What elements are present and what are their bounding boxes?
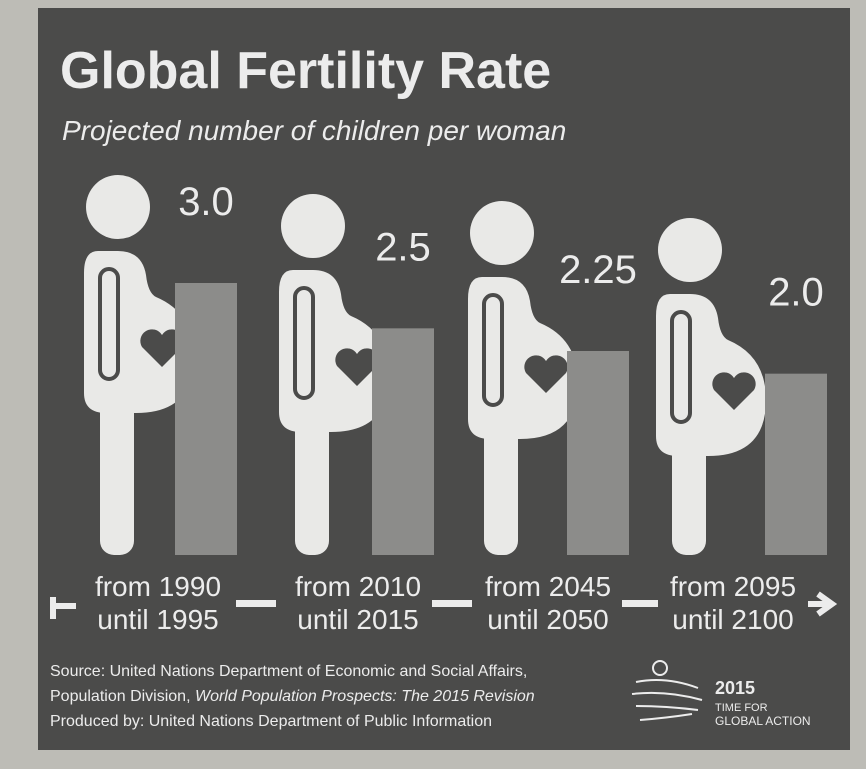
bar — [372, 328, 434, 555]
figure-head — [86, 175, 150, 239]
bar — [567, 351, 629, 555]
timeline-dash — [50, 603, 76, 609]
value-label: 3.0 — [178, 180, 234, 224]
figure-head — [658, 218, 722, 282]
timeline-dash — [432, 600, 472, 607]
x-tick-label: from 2010 — [295, 571, 421, 602]
x-tick-label: from 2045 — [485, 571, 611, 602]
logo-year: 2015 — [715, 678, 755, 698]
bar — [175, 283, 237, 555]
value-label: 2.0 — [768, 271, 824, 315]
bar — [765, 374, 827, 555]
subtitle: Projected number of children per woman — [62, 115, 566, 146]
timeline-dash — [622, 600, 658, 607]
x-tick-label: until 1995 — [97, 604, 218, 635]
figure-leg — [484, 423, 518, 555]
logo-text: GLOBAL ACTION — [715, 714, 811, 728]
x-tick-label: until 2050 — [487, 604, 608, 635]
source-title: World Population Prospects: The 2015 Rev… — [195, 688, 535, 705]
x-tick-label: from 2095 — [670, 571, 796, 602]
x-tick-label: until 2100 — [672, 604, 793, 635]
chart-title: Global Fertility Rate — [60, 42, 551, 100]
source-line: Source: United Nations Department of Eco… — [50, 663, 527, 680]
value-label: 2.25 — [559, 248, 637, 292]
figure-head — [470, 201, 534, 265]
source-line: Produced by: United Nations Department o… — [50, 713, 492, 730]
x-tick-label: from 1990 — [95, 571, 221, 602]
figure-leg — [295, 416, 329, 555]
figure-leg — [100, 397, 134, 555]
figure-leg — [672, 440, 706, 555]
x-tick-label: until 2015 — [297, 604, 418, 635]
source-text: Population Division, — [50, 688, 195, 705]
logo-text: TIME FOR — [715, 702, 768, 714]
value-label: 2.5 — [375, 225, 431, 269]
figure-head — [281, 194, 345, 258]
chart: Global Fertility Rate Projected number o… — [0, 0, 866, 769]
page: {"chart_data": {"type": "bar", "title": … — [0, 0, 866, 769]
timeline-dash — [236, 600, 276, 607]
source-line: Population Division, World Population Pr… — [50, 688, 535, 705]
